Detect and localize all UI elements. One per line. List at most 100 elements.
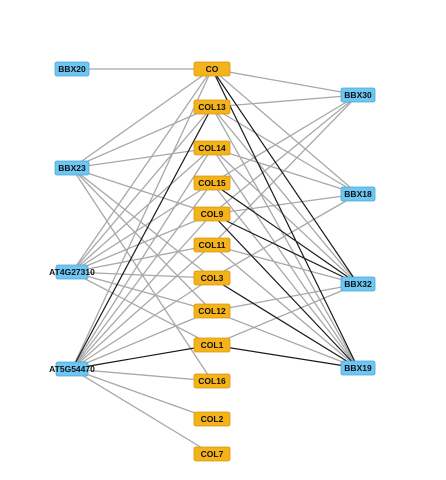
edge-at4g27310-col1 xyxy=(71,271,213,346)
node-label: BBX19 xyxy=(344,363,372,373)
edge-bbx30-col15 xyxy=(211,94,359,184)
edge-at5g54470-col2 xyxy=(71,368,213,420)
edge-bbx32-col12 xyxy=(211,283,359,312)
node-label: BBX20 xyxy=(58,64,86,74)
node-box xyxy=(193,237,231,253)
edge-bbx23-col14 xyxy=(71,147,213,169)
edge-bbx19-co xyxy=(211,68,359,369)
node-bbx18[interactable]: BBX18 xyxy=(340,186,376,202)
edge-bbx19-col1 xyxy=(211,344,359,369)
edge-bbx19-col9 xyxy=(211,213,359,369)
node-box xyxy=(193,99,231,115)
edge-bbx19-col15 xyxy=(211,182,359,369)
node-label: COL3 xyxy=(201,273,224,283)
node-col7[interactable]: COL7 xyxy=(193,446,231,462)
node-box xyxy=(54,160,90,176)
edge-bbx18-col9 xyxy=(211,193,359,215)
edge-at5g54470-col14 xyxy=(71,147,213,370)
node-col1[interactable]: COL1 xyxy=(193,337,231,353)
edge-at5g54470-col16 xyxy=(71,368,213,382)
edge-bbx32-col9 xyxy=(211,213,359,285)
edge-bbx23-col12 xyxy=(71,167,213,312)
edges-layer xyxy=(71,68,359,455)
edge-at4g27310-col14 xyxy=(71,147,213,273)
node-box xyxy=(193,140,231,156)
edge-bbx18-col14 xyxy=(211,147,359,195)
node-at5g54470[interactable]: AT5G54470 xyxy=(49,361,95,377)
node-label: COL1 xyxy=(201,340,224,350)
node-bbx19[interactable]: BBX19 xyxy=(340,360,376,376)
node-box xyxy=(193,446,231,462)
edge-at5g54470-col7 xyxy=(71,368,213,455)
edge-bbx32-co xyxy=(211,68,359,285)
node-label: COL7 xyxy=(201,449,224,459)
nodes-layer: BBX20 BBX23 AT4G27310 AT5G54470 CO COL13 COL14… xyxy=(49,61,376,462)
edge-bbx32-col11 xyxy=(211,244,359,285)
edge-bbx32-col14 xyxy=(211,147,359,285)
edge-at5g54470-col12 xyxy=(71,310,213,370)
edge-bbx32-col15 xyxy=(211,182,359,285)
edge-bbx19-col12 xyxy=(211,310,359,369)
node-box xyxy=(193,206,231,222)
node-box xyxy=(340,186,376,202)
edge-at5g54470-col3 xyxy=(71,277,213,370)
edge-bbx32-col13 xyxy=(211,106,359,285)
node-box xyxy=(54,61,90,77)
edge-bbx19-col3 xyxy=(211,277,359,369)
edge-at5g54470-co xyxy=(71,68,213,370)
node-col9[interactable]: COL9 xyxy=(193,206,231,222)
node-label: COL9 xyxy=(201,209,224,219)
node-col16[interactable]: COL16 xyxy=(193,373,231,389)
node-label: CO xyxy=(206,64,219,74)
node-box xyxy=(340,276,376,292)
node-box xyxy=(340,87,376,103)
node-co[interactable]: CO xyxy=(193,61,231,77)
node-col11[interactable]: COL11 xyxy=(193,237,231,253)
edge-bbx19-col14 xyxy=(211,147,359,369)
edge-at5g54470-col9 xyxy=(71,213,213,370)
node-col3[interactable]: COL3 xyxy=(193,270,231,286)
node-at4g27310[interactable]: AT4G27310 xyxy=(49,264,95,280)
node-label: BBX30 xyxy=(344,90,372,100)
edge-bbx30-col11 xyxy=(211,94,359,246)
node-label: COL14 xyxy=(198,143,226,153)
node-label: COL12 xyxy=(198,306,226,316)
edge-bbx32-col1 xyxy=(211,283,359,346)
node-box xyxy=(193,175,231,191)
node-bbx20[interactable]: BBX20 xyxy=(54,61,90,77)
edge-at5g54470-col11 xyxy=(71,244,213,370)
node-col13[interactable]: COL13 xyxy=(193,99,231,115)
node-box xyxy=(193,337,231,353)
node-label: BBX32 xyxy=(344,279,372,289)
node-box xyxy=(193,303,231,319)
node-label: COL11 xyxy=(199,240,226,250)
edge-bbx23-co xyxy=(71,68,213,169)
edge-at4g27310-co xyxy=(71,68,213,273)
edge-bbx30-co xyxy=(211,68,359,96)
node-box xyxy=(340,360,376,376)
node-col14[interactable]: COL14 xyxy=(193,140,231,156)
node-box xyxy=(193,61,231,77)
edge-at5g54470-col1 xyxy=(71,344,213,370)
node-col2[interactable]: COL2 xyxy=(193,411,231,427)
node-bbx30[interactable]: BBX30 xyxy=(340,87,376,103)
edge-bbx18-col13 xyxy=(211,106,359,195)
node-label: COL16 xyxy=(198,376,226,386)
edge-at5g54470-col13 xyxy=(71,106,213,370)
node-col15[interactable]: COL15 xyxy=(193,175,231,191)
edge-bbx19-col13 xyxy=(211,106,359,369)
node-label: AT4G27310 xyxy=(49,267,95,277)
node-col12[interactable]: COL12 xyxy=(193,303,231,319)
node-box xyxy=(193,373,231,389)
node-box xyxy=(193,270,231,286)
edge-bbx19-col11 xyxy=(211,244,359,369)
node-bbx32[interactable]: BBX32 xyxy=(340,276,376,292)
edge-bbx23-col9 xyxy=(71,167,213,215)
node-box xyxy=(55,264,89,280)
edge-at4g27310-col15 xyxy=(71,182,213,273)
node-bbx23[interactable]: BBX23 xyxy=(54,160,90,176)
edge-at4g27310-col13 xyxy=(71,106,213,273)
node-label: AT5G54470 xyxy=(49,364,95,374)
